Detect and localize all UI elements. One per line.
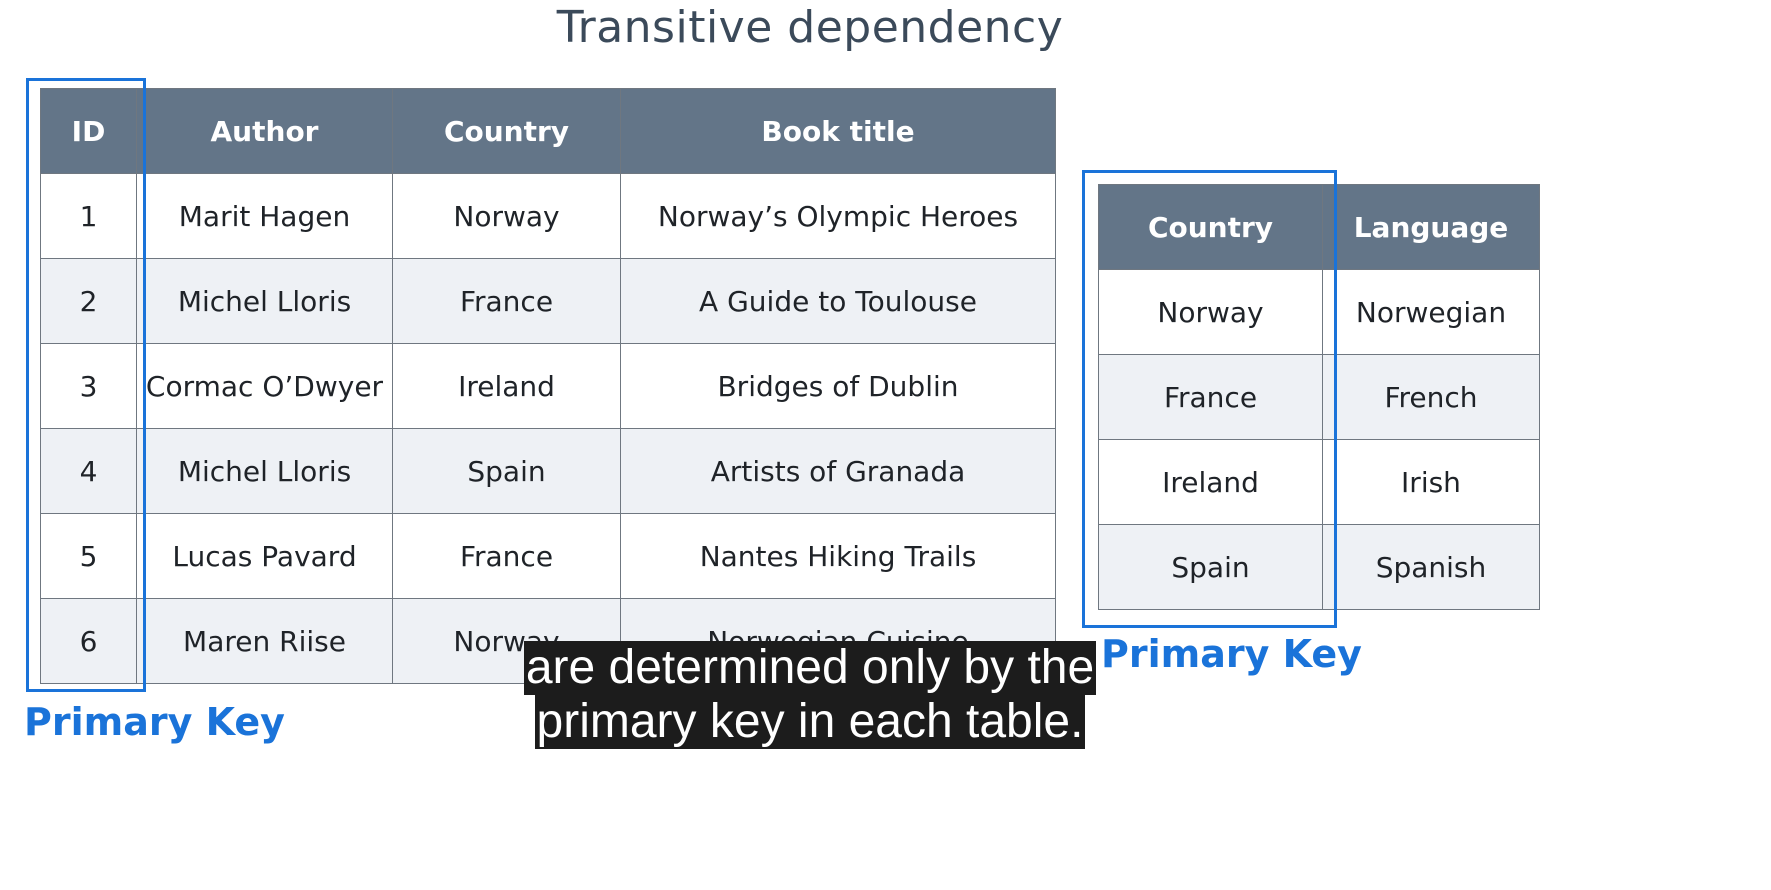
table-row: 1 Marit Hagen Norway Norway’s Olympic He… [40, 173, 1056, 259]
cell-language: French [1322, 354, 1540, 440]
books-primary-key-label: Primary Key [24, 700, 285, 744]
cell-id: 6 [40, 598, 137, 684]
header-author: Author [136, 88, 393, 174]
table-header-row: ID Author Country Book title [40, 88, 1056, 174]
cell-author: Lucas Pavard [136, 513, 393, 599]
table-row: Norway Norwegian [1098, 269, 1540, 355]
cell-id: 3 [40, 343, 137, 429]
languages-table: Country Language Norway Norwegian France… [1098, 184, 1540, 610]
cell-author: Marit Hagen [136, 173, 393, 259]
cell-book-title: Nantes Hiking Trails [620, 513, 1056, 599]
table-row: Ireland Irish [1098, 439, 1540, 525]
cell-author: Cormac O’Dwyer [136, 343, 393, 429]
cell-country: France [392, 258, 621, 344]
cell-country: Ireland [1098, 439, 1323, 525]
cell-id: 5 [40, 513, 137, 599]
cell-book-title: Norway’s Olympic Heroes [620, 173, 1056, 259]
header-country: Country [1098, 184, 1323, 270]
cell-author: Michel Lloris [136, 258, 393, 344]
cell-id: 4 [40, 428, 137, 514]
cell-country: Norway [392, 173, 621, 259]
table-row: Spain Spanish [1098, 524, 1540, 610]
cell-language: Spanish [1322, 524, 1540, 610]
books-table: ID Author Country Book title 1 Marit Hag… [40, 88, 1056, 684]
languages-primary-key-highlight [1082, 170, 1337, 628]
cell-author: Michel Lloris [136, 428, 393, 514]
cell-country: Spain [392, 428, 621, 514]
header-country: Country [392, 88, 621, 174]
table-header-row: Country Language [1098, 184, 1540, 270]
table-row: 4 Michel Lloris Spain Artists of Granada [40, 428, 1056, 514]
cell-author: Maren Riise [136, 598, 393, 684]
caption-line-2: primary key in each table. [534, 695, 1086, 749]
languages-primary-key-label: Primary Key [1101, 632, 1362, 676]
cell-book-title: Artists of Granada [620, 428, 1056, 514]
cell-country: Spain [1098, 524, 1323, 610]
books-primary-key-highlight [26, 78, 146, 692]
cell-book-title: Bridges of Dublin [620, 343, 1056, 429]
caption-line-1: are determined only by the [523, 641, 1097, 695]
cell-book-title: A Guide to Toulouse [620, 258, 1056, 344]
table-row: 5 Lucas Pavard France Nantes Hiking Trai… [40, 513, 1056, 599]
header-id: ID [40, 88, 137, 174]
cell-language: Norwegian [1322, 269, 1540, 355]
header-book-title: Book title [620, 88, 1056, 174]
cell-country: France [392, 513, 621, 599]
table-row: 2 Michel Lloris France A Guide to Toulou… [40, 258, 1056, 344]
slide-title: Transitive dependency [556, 2, 1064, 53]
video-caption: are determined only by the primary key i… [0, 641, 1620, 749]
table-row: 3 Cormac O’Dwyer Ireland Bridges of Dubl… [40, 343, 1056, 429]
header-language: Language [1322, 184, 1540, 270]
cell-language: Irish [1322, 439, 1540, 525]
cell-country: Ireland [392, 343, 621, 429]
cell-country: Norway [1098, 269, 1323, 355]
